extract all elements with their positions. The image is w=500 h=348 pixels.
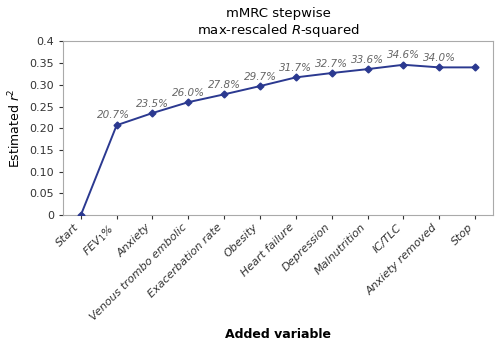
Text: 34.0%: 34.0% [423,53,456,63]
Title: mMRC stepwise
max-rescaled $\it{R}$-squared: mMRC stepwise max-rescaled $\it{R}$-squa… [196,7,360,39]
Text: 27.8%: 27.8% [208,80,240,90]
Text: 33.6%: 33.6% [351,55,384,65]
Text: 34.6%: 34.6% [387,50,420,61]
Text: 23.5%: 23.5% [136,99,169,109]
Text: 26.0%: 26.0% [172,88,205,98]
Text: 29.7%: 29.7% [244,72,276,82]
Y-axis label: Estimated $\it{r}$$^2$: Estimated $\it{r}$$^2$ [7,89,24,168]
Text: 31.7%: 31.7% [280,63,312,73]
Text: 20.7%: 20.7% [96,110,130,120]
Text: 32.7%: 32.7% [315,59,348,69]
X-axis label: Added variable: Added variable [225,328,331,341]
